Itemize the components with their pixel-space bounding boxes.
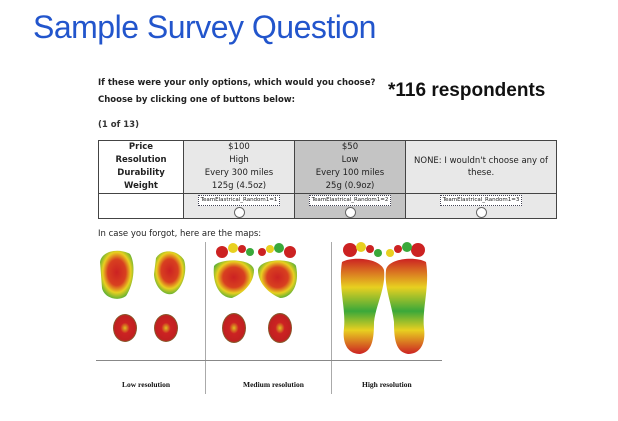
none-option-radio[interactable] xyxy=(475,206,487,218)
high-right-toe xyxy=(411,243,425,257)
option-1-values: $100 High Every 300 miles 125g (4.5oz) xyxy=(183,140,295,194)
option-2-resolution: Low xyxy=(341,155,359,165)
pressure-maps-figure xyxy=(100,242,428,354)
low-right-heel xyxy=(154,314,178,342)
attribute-price: Price xyxy=(128,142,154,152)
option-2-price: $50 xyxy=(341,142,359,152)
option-2-values: $50 Low Every 100 miles 25g (0.9oz) xyxy=(294,140,406,194)
respondents-count: *116 respondents xyxy=(388,80,546,101)
high-resolution-map xyxy=(340,242,428,354)
pick-row-spacer xyxy=(98,193,184,219)
none-option-button-label: TeamElastrical_Random1=3 xyxy=(439,194,523,206)
high-right-foot xyxy=(385,258,428,354)
options-table: Price Resolution Durability Weight $100 … xyxy=(98,140,557,219)
medium-left-toe xyxy=(216,246,228,258)
option-2-button-label: TeamElastrical_Random1=2 xyxy=(308,194,392,206)
attribute-weight: Weight xyxy=(124,181,158,191)
caption-high-resolution: High resolution xyxy=(362,380,412,389)
maps-baseline xyxy=(96,360,442,361)
option-1-button-label: TeamElastrical_Random1=1 xyxy=(197,194,281,206)
maps-intro: In case you forgot, here are the maps: xyxy=(98,229,262,239)
medium-right-heel xyxy=(268,313,292,343)
option-2-weight: 25g (0.9oz) xyxy=(325,181,375,191)
option-2-durability: Every 100 miles xyxy=(315,168,385,178)
option-1-resolution: High xyxy=(229,155,249,165)
survey-instruction: Choose by clicking one of buttons below: xyxy=(98,95,296,105)
slide-title: Sample Survey Question xyxy=(33,9,376,45)
option-2-radio[interactable] xyxy=(344,206,356,218)
none-option-text: NONE: I wouldn't choose any of these. xyxy=(414,156,548,178)
medium-right-forefoot xyxy=(258,260,298,298)
high-left-toe xyxy=(343,243,357,257)
option-1-pick: TeamElastrical_Random1=1 xyxy=(183,193,295,219)
survey-question: If these were your only options, which w… xyxy=(98,78,376,88)
option-1-weight: 125g (4.5oz) xyxy=(211,181,267,191)
caption-low-resolution: Low resolution xyxy=(122,380,170,389)
option-1-durability: Every 300 miles xyxy=(204,168,274,178)
low-left-forefoot xyxy=(100,250,134,299)
caption-medium-resolution: Medium resolution xyxy=(243,380,304,389)
attribute-durability: Durability xyxy=(117,168,165,178)
option-1-price: $100 xyxy=(228,142,250,152)
medium-right-toe xyxy=(284,246,296,258)
attribute-resolution: Resolution xyxy=(115,155,167,165)
low-right-forefoot xyxy=(154,251,186,295)
high-left-foot xyxy=(340,258,385,354)
attribute-labels: Price Resolution Durability Weight xyxy=(98,140,184,194)
medium-left-forefoot xyxy=(213,260,254,298)
maps-divider-2 xyxy=(331,242,332,394)
maps-divider-1 xyxy=(205,242,206,394)
none-option: NONE: I wouldn't choose any of these. xyxy=(405,140,557,194)
option-1-radio[interactable] xyxy=(233,206,245,218)
question-pager: (1 of 13) xyxy=(98,120,139,130)
medium-left-heel xyxy=(222,313,246,343)
medium-resolution-map xyxy=(213,243,298,343)
low-resolution-map xyxy=(100,250,186,342)
none-option-pick: TeamElastrical_Random1=3 xyxy=(405,193,557,219)
low-left-heel xyxy=(113,314,137,342)
option-2-pick: TeamElastrical_Random1=2 xyxy=(294,193,406,219)
